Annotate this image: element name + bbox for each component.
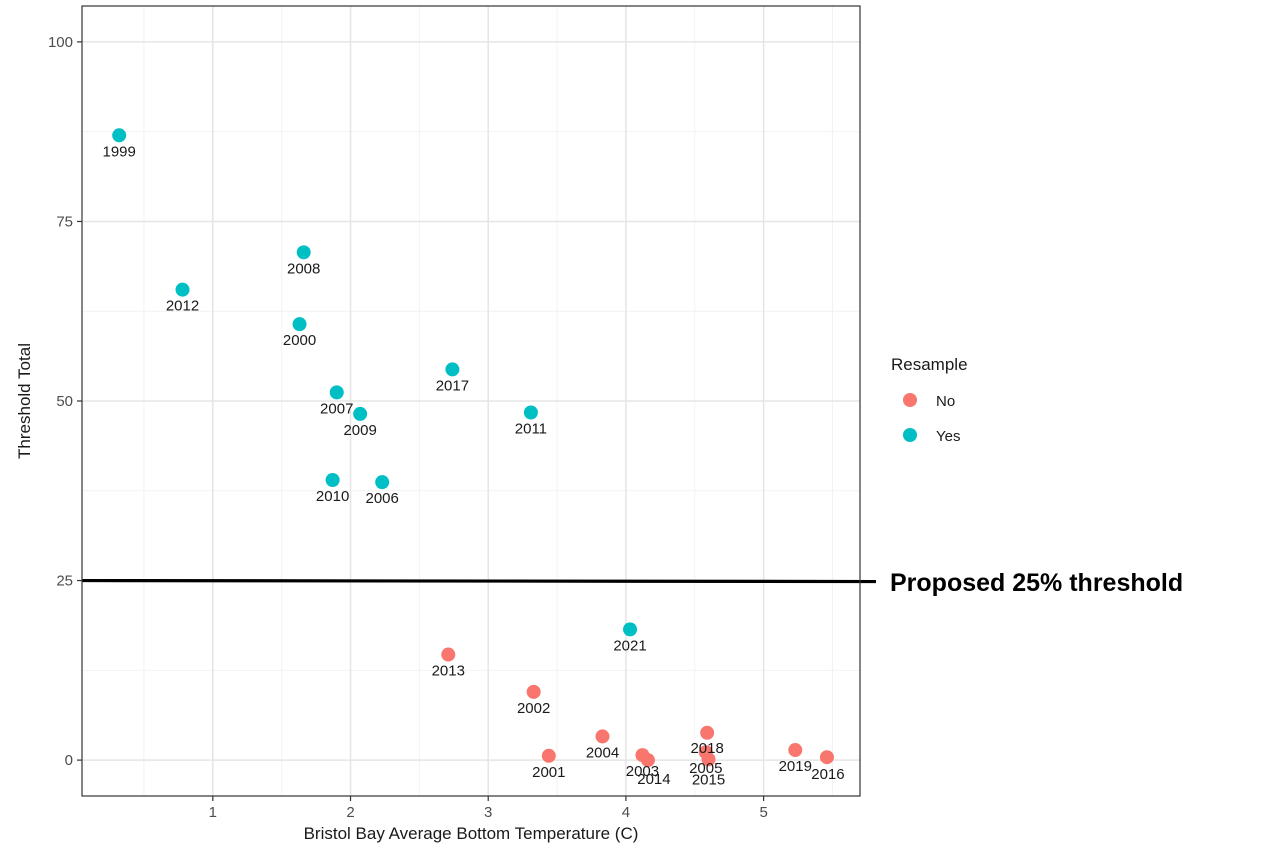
data-point [296,245,311,260]
data-point [445,362,460,377]
x-tick-label: 5 [759,804,767,821]
point-label: 2004 [586,744,619,761]
legend-label: Yes [936,428,960,445]
point-label: 2001 [532,764,565,781]
point-label: 2015 [692,771,725,788]
point-label: 2008 [287,260,320,277]
threshold-line [81,578,877,584]
data-point [325,473,340,487]
x-tick-label: 2 [346,804,354,821]
x-tick-label: 4 [622,804,630,821]
data-point [623,622,638,637]
data-points [112,128,834,768]
data-point [541,748,556,763]
point-label: 2019 [779,758,812,775]
point-label: 2009 [343,422,376,439]
data-point [375,475,390,490]
data-point [788,743,803,758]
grid [82,6,860,796]
y-tick-label: 50 [56,393,73,410]
point-label: 2007 [320,400,353,417]
data-point [441,647,456,662]
data-point [329,385,344,400]
threshold-line-group [81,578,877,584]
point-label: 2014 [637,771,670,788]
x-tick-label: 3 [484,804,492,821]
y-axis-title: Threshold Total [15,343,34,459]
point-label: 2012 [166,298,199,315]
point-label: 2016 [811,766,844,783]
data-point [700,725,715,740]
point-label: 2018 [690,740,723,757]
x-tick-label: 1 [209,804,217,821]
threshold-annotation: Proposed 25% threshold [890,569,1183,597]
data-point [523,405,538,420]
data-point [640,753,655,768]
point-label: 2000 [283,332,316,349]
legend-label: No [936,393,955,410]
y-tick-label: 75 [56,213,73,230]
x-axis-title: Bristol Bay Average Bottom Temperature (… [304,824,639,843]
y-tick-label: 100 [48,34,73,51]
point-label: 2010 [316,488,349,505]
point-label: 2021 [613,637,646,654]
y-tick-label: 25 [56,573,73,590]
point-label: 1999 [102,143,135,160]
legend-key [903,393,917,407]
point-label: 2017 [436,377,469,394]
point-label: 2002 [517,700,550,717]
point-label: 2013 [432,663,465,680]
y-tick-label: 0 [65,752,73,769]
data-point [292,317,307,332]
point-label: 2006 [365,490,398,507]
data-point [595,729,610,744]
legend-key [903,428,917,442]
data-point [353,406,368,421]
legend-title: Resample [891,355,968,374]
data-point [819,750,834,765]
point-label: 2003 [626,763,659,780]
legend: Resample No Yes [891,355,968,445]
data-point [175,282,190,297]
data-point [701,752,716,767]
point-label: 2011 [515,420,547,437]
data-point [526,684,541,699]
point-label: 2005 [689,760,722,777]
data-point [112,128,127,143]
